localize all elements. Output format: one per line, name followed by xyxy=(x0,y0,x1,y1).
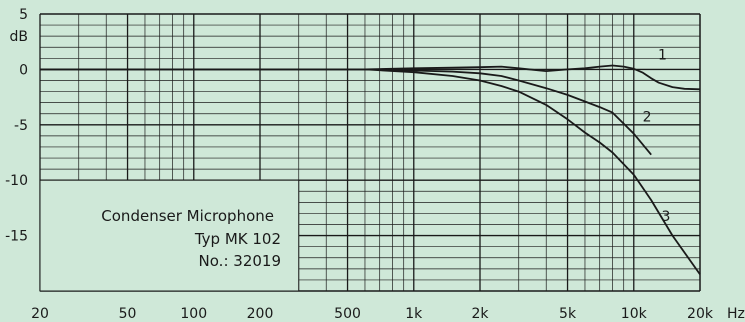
x-tick-label: 2k xyxy=(471,306,489,322)
series-curve-1 xyxy=(40,64,701,91)
y-tick-label: 0 xyxy=(19,62,28,78)
plot-series: 1 2 3 xyxy=(40,47,701,275)
x-tick-label: 1k xyxy=(405,306,423,322)
annotation-line-1: Condenser Microphone xyxy=(101,207,274,225)
series-label-2: 2 xyxy=(643,109,652,125)
x-tick-label: 10k xyxy=(621,306,648,322)
annotation-line-3: No.: 32019 xyxy=(199,252,281,270)
series-curve-3 xyxy=(40,68,701,275)
y-tick-label: -15 xyxy=(5,229,28,245)
series-label-3: 3 xyxy=(661,209,670,225)
x-tick-label: 20k xyxy=(687,306,714,322)
x-tick-label: 200 xyxy=(247,306,274,322)
y-tick-label: 5 xyxy=(19,7,28,23)
annotation-line-2: Typ MK 102 xyxy=(194,230,281,248)
x-tick-label: 20 xyxy=(31,306,49,322)
x-unit-label: Hz xyxy=(727,306,745,322)
series-curve-2 xyxy=(40,68,652,156)
y-tick-label: -10 xyxy=(5,173,28,189)
y-unit-label: dB xyxy=(10,29,29,45)
x-tick-label: 100 xyxy=(180,306,207,322)
annotation-box xyxy=(39,179,300,292)
x-tick-label: 500 xyxy=(334,306,361,322)
x-tick-label: 5k xyxy=(559,306,577,322)
series-label-1: 1 xyxy=(658,47,667,63)
y-tick-label: -5 xyxy=(14,118,28,134)
x-tick-label: 50 xyxy=(119,306,137,322)
